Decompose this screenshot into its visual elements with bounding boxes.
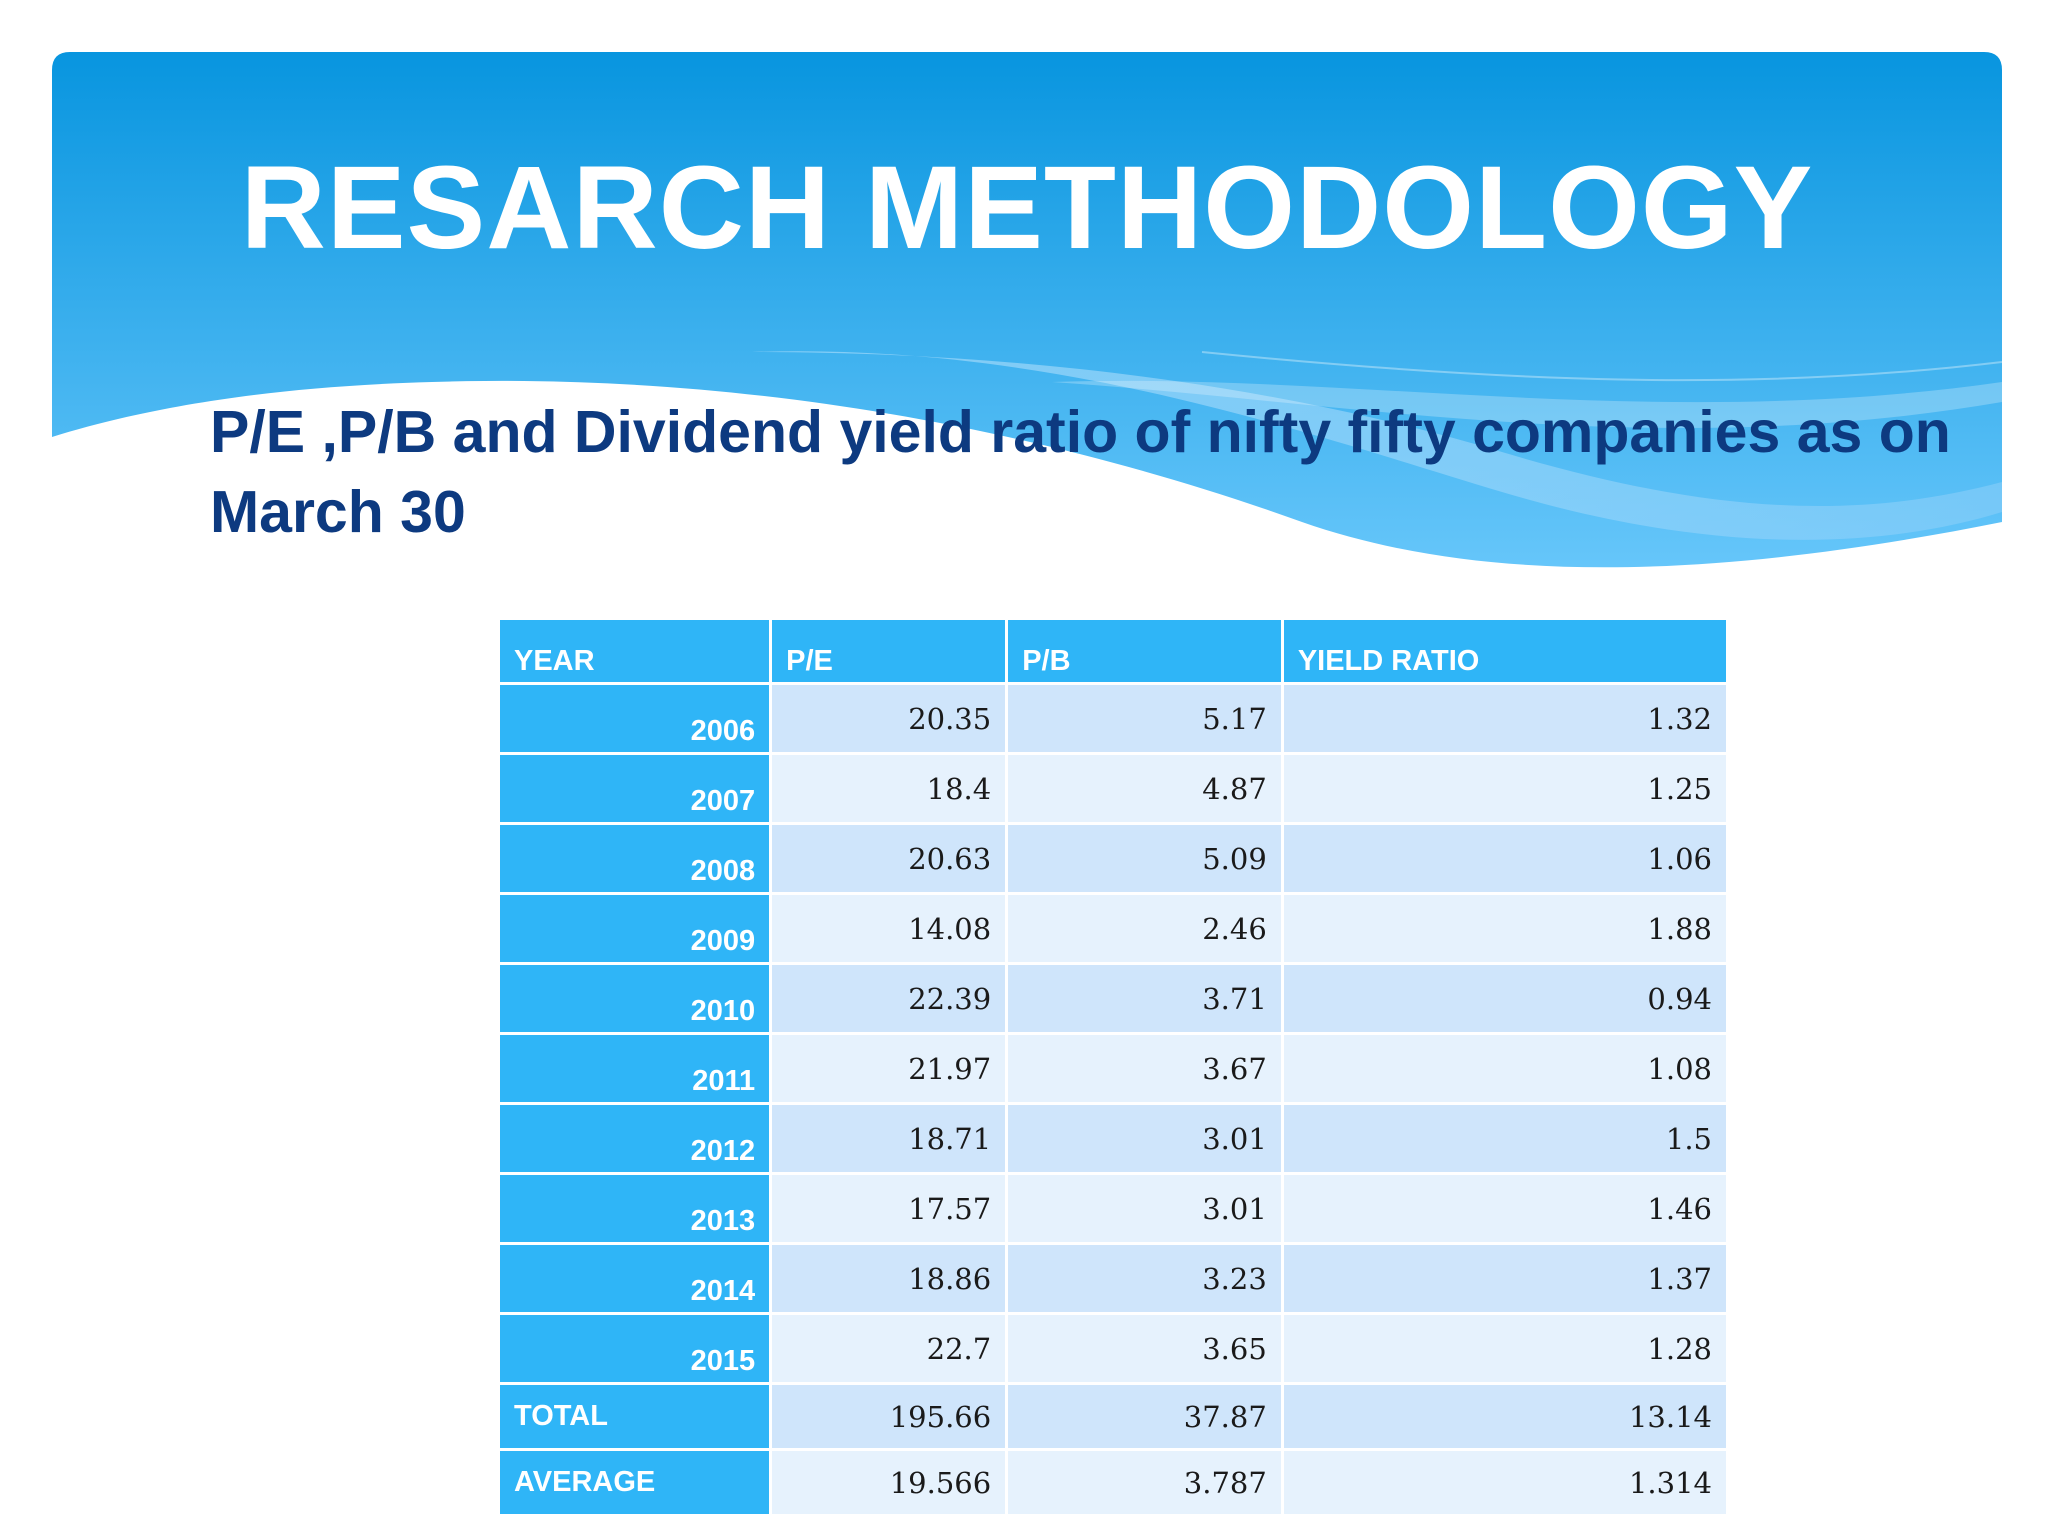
header-yield-ratio: YIELD RATIO <box>1283 620 1726 682</box>
cell-pb: 3.65 <box>1008 1315 1281 1382</box>
cell-pe: 20.35 <box>772 685 1006 752</box>
table-row: TOTAL 195.66 37.87 13.14 <box>500 1385 1726 1448</box>
cell-yield-ratio: 0.94 <box>1283 965 1726 1032</box>
cell-year: 2012 <box>500 1105 770 1172</box>
cell-yield-ratio: 1.46 <box>1283 1175 1726 1242</box>
header-pe: P/E <box>772 620 1006 682</box>
cell-yield-ratio: 13.14 <box>1283 1385 1726 1448</box>
table-row: 2006 20.35 5.17 1.32 <box>500 685 1726 752</box>
cell-yield-ratio: 1.08 <box>1283 1035 1726 1102</box>
title-banner <box>52 52 2002 582</box>
cell-pb: 3.01 <box>1008 1175 1281 1242</box>
table-row: 2009 14.08 2.46 1.88 <box>500 895 1726 962</box>
cell-yield-ratio: 1.28 <box>1283 1315 1726 1382</box>
cell-year: 2008 <box>500 825 770 892</box>
cell-pe: 14.08 <box>772 895 1006 962</box>
cell-yield-ratio: 1.06 <box>1283 825 1726 892</box>
cell-pe: 17.57 <box>772 1175 1006 1242</box>
table-row: 2013 17.57 3.01 1.46 <box>500 1175 1726 1242</box>
cell-pe: 18.71 <box>772 1105 1006 1172</box>
cell-pe: 21.97 <box>772 1035 1006 1102</box>
cell-yield-ratio: 1.314 <box>1283 1451 1726 1514</box>
cell-yield-ratio: 1.37 <box>1283 1245 1726 1312</box>
table-header-row: YEAR P/E P/B YIELD RATIO <box>500 620 1726 682</box>
cell-year: 2013 <box>500 1175 770 1242</box>
cell-pb: 37.87 <box>1008 1385 1281 1448</box>
cell-yield-ratio: 1.32 <box>1283 685 1726 752</box>
ratio-table: YEAR P/E P/B YIELD RATIO 2006 20.35 5.17 1.… <box>497 617 1729 1517</box>
table-row: 2014 18.86 3.23 1.37 <box>500 1245 1726 1312</box>
cell-pe: 19.566 <box>772 1451 1006 1514</box>
cell-pb: 2.46 <box>1008 895 1281 962</box>
table-row: AVERAGE 19.566 3.787 1.314 <box>500 1451 1726 1514</box>
cell-year: 2007 <box>500 755 770 822</box>
cell-year: TOTAL <box>500 1385 770 1448</box>
table-row: 2010 22.39 3.71 0.94 <box>500 965 1726 1032</box>
cell-pe: 22.39 <box>772 965 1006 1032</box>
cell-year: 2015 <box>500 1315 770 1382</box>
header-year: YEAR <box>500 620 770 682</box>
table-row: 2012 18.71 3.01 1.5 <box>500 1105 1726 1172</box>
cell-pe: 22.7 <box>772 1315 1006 1382</box>
header-pb: P/B <box>1008 620 1281 682</box>
cell-pb: 5.09 <box>1008 825 1281 892</box>
cell-pb: 3.01 <box>1008 1105 1281 1172</box>
cell-pe: 195.66 <box>772 1385 1006 1448</box>
cell-yield-ratio: 1.88 <box>1283 895 1726 962</box>
cell-year: 2011 <box>500 1035 770 1102</box>
cell-pb: 3.71 <box>1008 965 1281 1032</box>
table-row: 2015 22.7 3.65 1.28 <box>500 1315 1726 1382</box>
table-row: 2011 21.97 3.67 1.08 <box>500 1035 1726 1102</box>
cell-year: AVERAGE <box>500 1451 770 1514</box>
slide-subtitle: P/E ,P/B and Dividend yield ratio of nif… <box>210 399 1951 545</box>
table-body: 2006 20.35 5.17 1.32 2007 18.4 4.87 1.25 2008 20.… <box>500 685 1726 1514</box>
cell-year: 2006 <box>500 685 770 752</box>
cell-year: 2009 <box>500 895 770 962</box>
cell-pb: 4.87 <box>1008 755 1281 822</box>
table-row: 2007 18.4 4.87 1.25 <box>500 755 1726 822</box>
table-row: 2008 20.63 5.09 1.06 <box>500 825 1726 892</box>
cell-pe: 18.86 <box>772 1245 1006 1312</box>
cell-yield-ratio: 1.25 <box>1283 755 1726 822</box>
cell-pb: 3.67 <box>1008 1035 1281 1102</box>
wave-banner-graphic <box>52 52 2002 568</box>
cell-pb: 5.17 <box>1008 685 1281 752</box>
cell-pb: 3.787 <box>1008 1451 1281 1514</box>
cell-pe: 18.4 <box>772 755 1006 822</box>
cell-year: 2010 <box>500 965 770 1032</box>
slide-title: RESARCH METHODOLOGY <box>240 142 1814 274</box>
cell-year: 2014 <box>500 1245 770 1312</box>
cell-yield-ratio: 1.5 <box>1283 1105 1726 1172</box>
cell-pb: 3.23 <box>1008 1245 1281 1312</box>
cell-pe: 20.63 <box>772 825 1006 892</box>
